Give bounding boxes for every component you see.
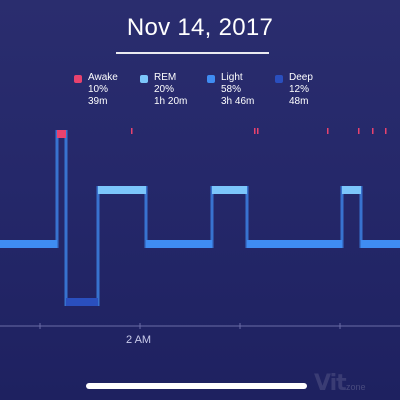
stage-transition: [96, 186, 100, 306]
stage-transition: [340, 186, 344, 248]
awake-mark: [327, 128, 329, 134]
stage-transition: [64, 130, 68, 306]
legend-deep: Deep 12% 48m: [275, 72, 313, 108]
segment-light: [146, 240, 212, 248]
segment-rem: [212, 186, 247, 194]
legend-rem-swatch: [140, 75, 148, 83]
awake-mark: [358, 128, 360, 134]
awake-mark: [131, 128, 133, 134]
stage-transition: [55, 130, 59, 248]
segment-awake: [57, 130, 66, 138]
time-label-2am: 2 AM: [126, 334, 152, 346]
legend-rem-label: REM: [154, 72, 177, 83]
legend-deep-label: Deep: [289, 72, 313, 83]
page-title: Nov 14, 2017: [126, 14, 274, 41]
legend-deep-percent: 12%: [289, 84, 310, 95]
legend-awake-swatch: [74, 75, 82, 83]
legend-rem-duration: 1h 20m: [154, 96, 188, 107]
segment-rem: [98, 186, 146, 194]
awake-mark: [257, 128, 259, 134]
legend-rem: REM 20% 1h 20m: [140, 72, 188, 108]
legend-light: Light 58% 3h 46m: [207, 72, 255, 108]
legend-deep-duration: 48m: [289, 96, 309, 107]
legend-awake-percent: 10%: [88, 84, 109, 95]
watermark-sub: zone: [346, 382, 366, 392]
legend-rem-percent: 20%: [154, 84, 175, 95]
stage-transition: [210, 186, 214, 248]
segment-light: [361, 240, 400, 248]
title-underline: [116, 52, 269, 54]
stage-transition: [144, 186, 148, 248]
legend-light-label: Light: [221, 72, 243, 83]
awake-mark: [372, 128, 374, 134]
segment-light: [0, 240, 57, 248]
watermark-logo: Vit: [314, 371, 347, 396]
legend-light-percent: 58%: [221, 84, 242, 95]
awake-mark: [385, 128, 387, 134]
stage-transition: [359, 186, 363, 248]
awake-mark: [254, 128, 256, 134]
segment-light: [247, 240, 342, 248]
stage-transition: [245, 186, 249, 248]
segment-deep: [66, 298, 98, 306]
legend-awake-duration: 39m: [88, 96, 108, 107]
legend-awake-label: Awake: [88, 72, 118, 83]
home-indicator[interactable]: [86, 383, 307, 389]
legend-awake: Awake 10% 39m: [74, 72, 118, 108]
legend-deep-swatch: [275, 75, 283, 83]
legend-light-duration: 3h 46m: [221, 96, 255, 107]
segment-rem: [342, 186, 361, 194]
legend-light-swatch: [207, 75, 215, 83]
